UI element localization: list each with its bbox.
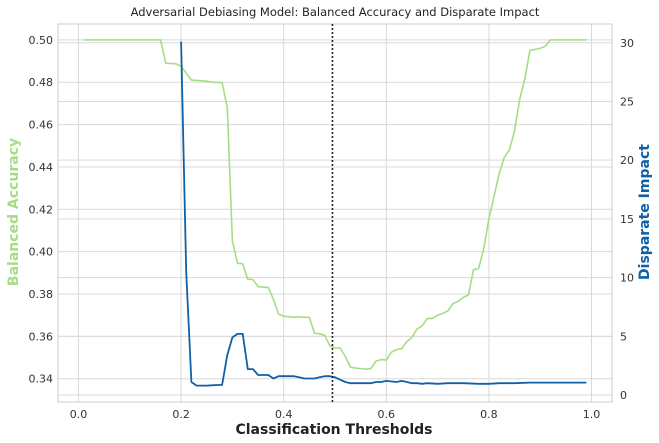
y-right-tick-label: 0 — [620, 389, 627, 402]
left-y-axis-ticks: 0.34 0.36 0.38 0.40 0.42 0.44 0.46 0.48 0.50 — [29, 34, 54, 386]
grid-lines — [58, 24, 612, 402]
balanced-accuracy-line — [83, 39, 587, 371]
series-lines — [83, 24, 587, 402]
x-tick-label: 0.6 — [378, 408, 396, 421]
y-right-tick-label: 15 — [620, 213, 634, 226]
y-right-tick-label: 5 — [620, 330, 627, 343]
y-left-tick-label: 0.38 — [29, 288, 54, 301]
disparate-impact-line — [180, 41, 587, 387]
x-tick-label: 0.0 — [70, 408, 88, 421]
y-left-tick-label: 0.46 — [29, 119, 54, 132]
y-left-tick-label: 0.48 — [29, 76, 54, 89]
y-left-tick-label: 0.40 — [29, 246, 54, 259]
x-axis-label: Classification Thresholds — [235, 422, 432, 438]
right-y-axis-ticks: 0 5 10 15 20 25 30 — [620, 37, 634, 402]
x-tick-label: 1.0 — [583, 408, 601, 421]
x-axis-ticks: 0.0 0.2 0.4 0.6 0.8 1.0 — [70, 408, 600, 421]
y-left-tick-label: 0.44 — [29, 161, 54, 174]
y-left-tick-label: 0.50 — [29, 34, 54, 47]
x-tick-label: 0.2 — [172, 408, 190, 421]
y-right-tick-label: 25 — [620, 95, 634, 108]
plot-border — [57, 23, 613, 403]
chart-title: Adversarial Debiasing Model: Balanced Ac… — [131, 5, 540, 19]
y-left-tick-label: 0.42 — [29, 203, 54, 216]
x-tick-label: 0.8 — [480, 408, 498, 421]
y-right-tick-label: 30 — [620, 37, 634, 50]
right-y-axis-label: Disparate Impact — [637, 144, 653, 280]
y-right-tick-label: 20 — [620, 154, 634, 167]
y-right-tick-label: 10 — [620, 272, 634, 285]
y-left-tick-label: 0.34 — [29, 373, 54, 386]
x-tick-label: 0.4 — [275, 408, 293, 421]
y-left-tick-label: 0.36 — [29, 330, 54, 343]
left-y-axis-label: Balanced Accuracy — [6, 138, 22, 286]
plot-frame — [57, 23, 613, 403]
